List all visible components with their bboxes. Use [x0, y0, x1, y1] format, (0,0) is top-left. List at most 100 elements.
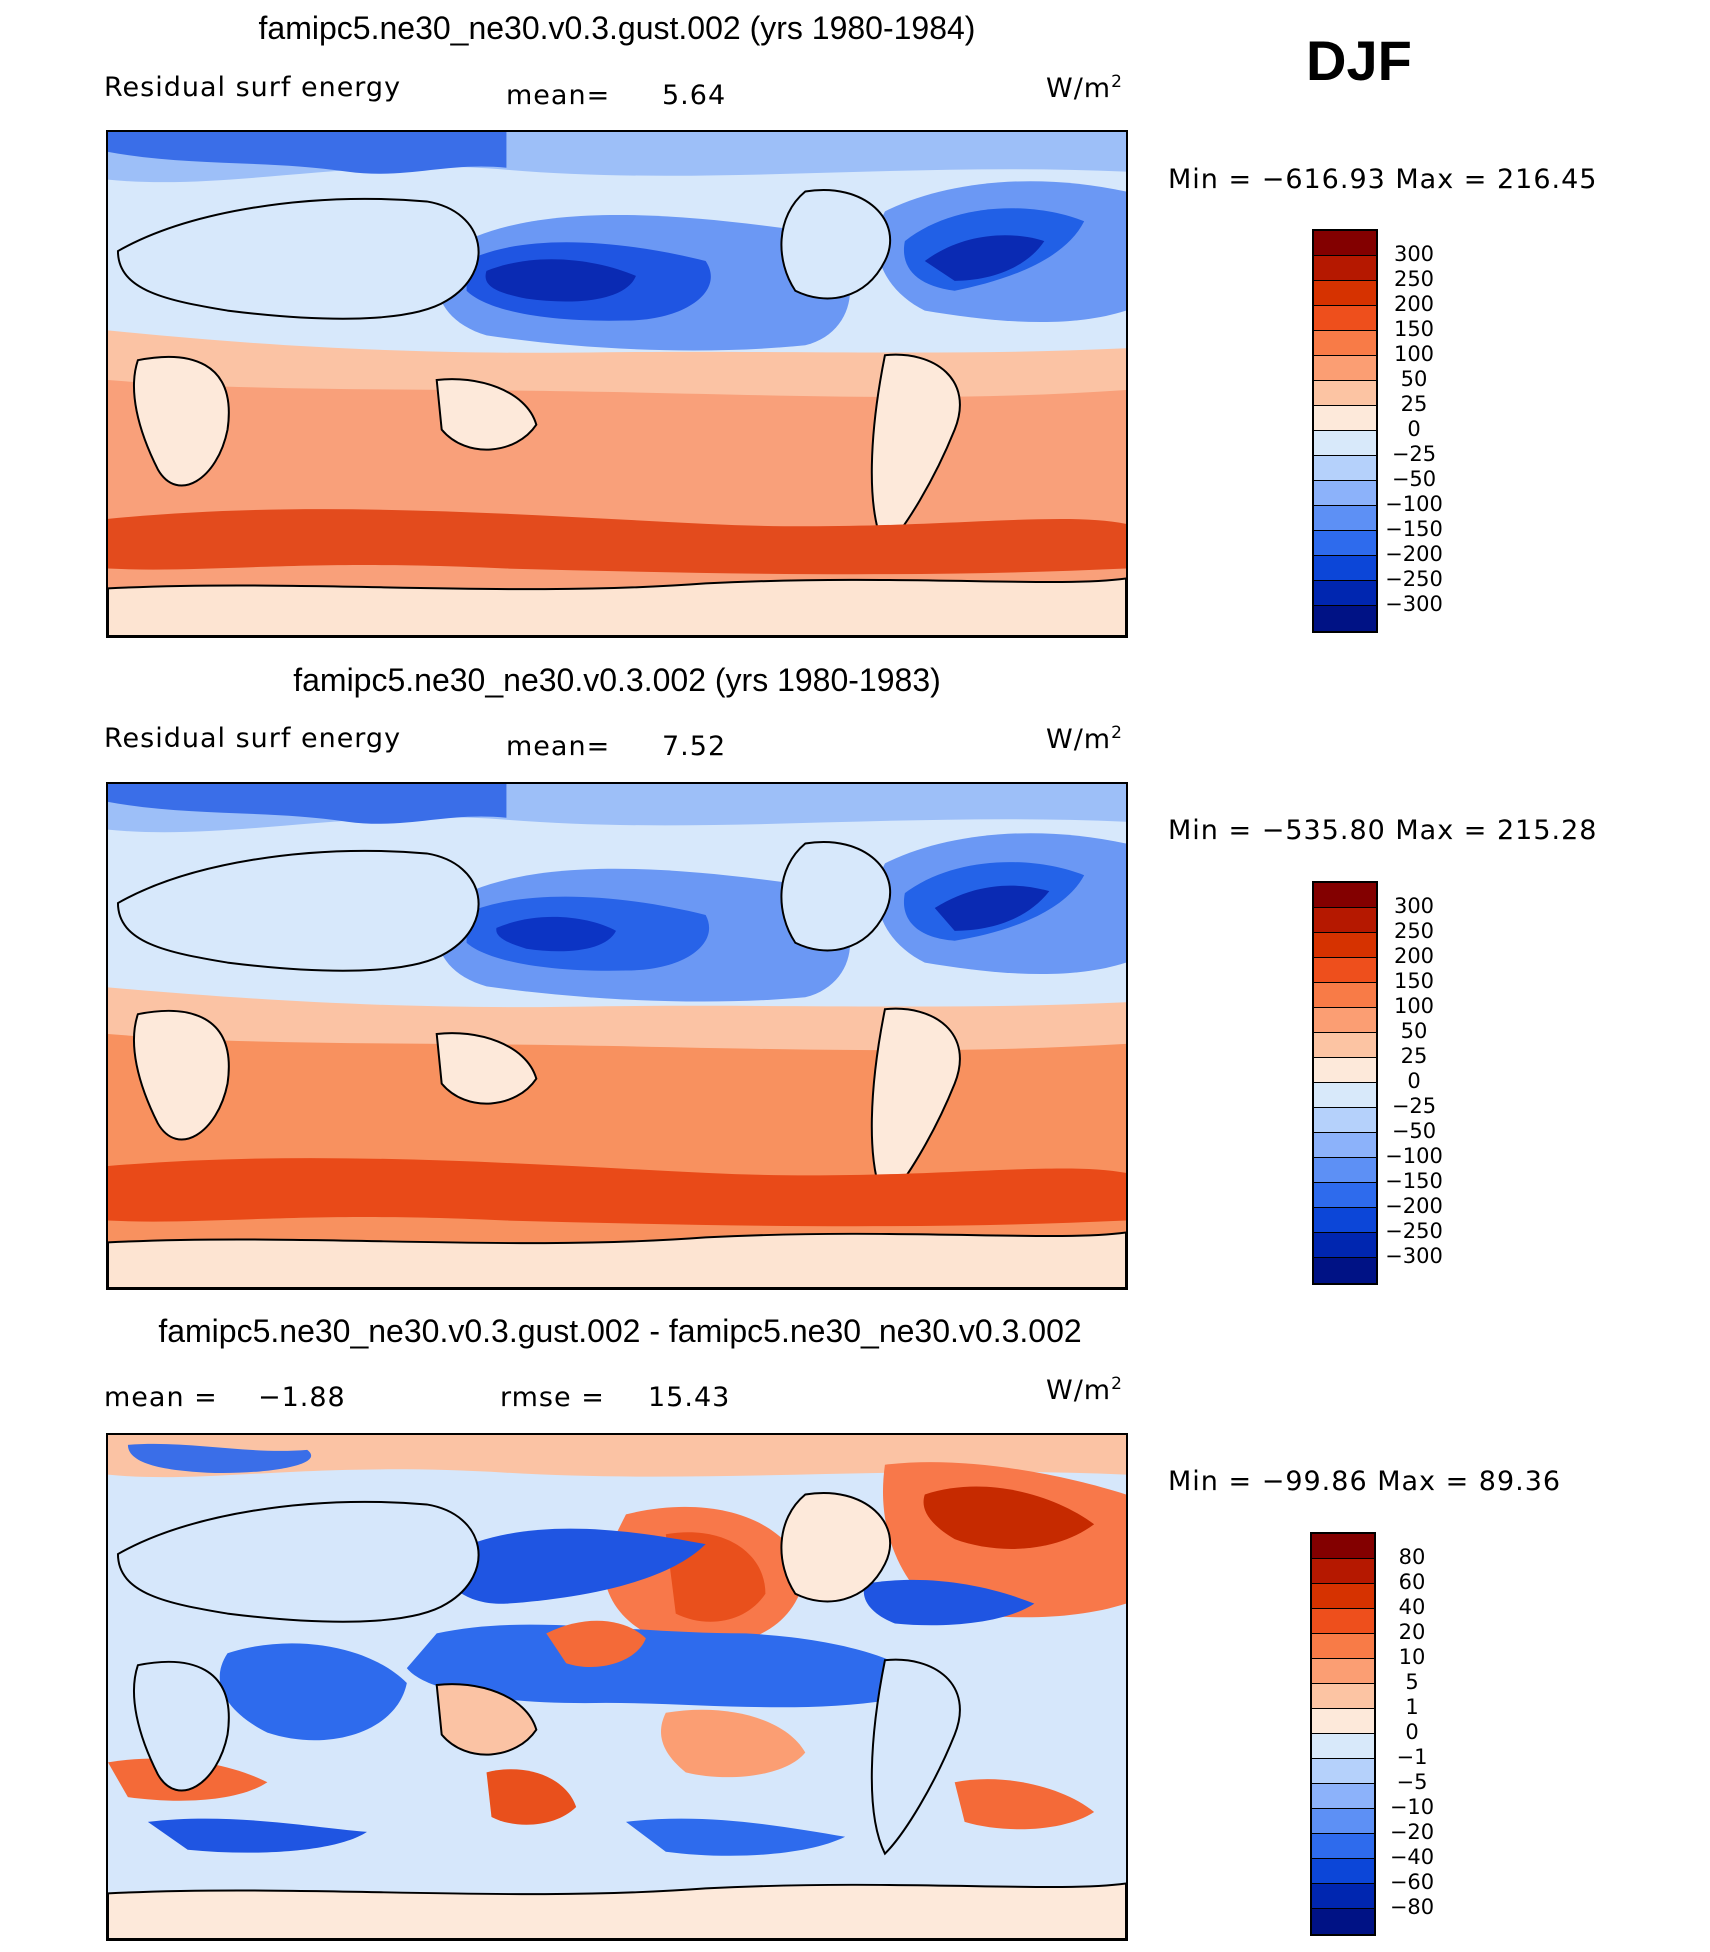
- colorbar-swatch: [1312, 1809, 1374, 1834]
- panel1-mean-label: mean=: [506, 80, 611, 111]
- colorbar-swatch: [1314, 531, 1376, 556]
- colorbar-tick-label: 20: [1398, 1620, 1426, 1644]
- colorbar-swatch: [1312, 1859, 1374, 1884]
- colorbar-swatch: [1312, 1884, 1374, 1909]
- colorbar-tick-label: −250: [1385, 567, 1443, 591]
- colorbar-swatch: [1314, 1008, 1376, 1033]
- colorbar-swatch: [1314, 1058, 1376, 1083]
- panel2-map: [106, 782, 1128, 1290]
- colorbar-tick-label: 40: [1398, 1595, 1426, 1619]
- colorbar-swatch: [1314, 958, 1376, 983]
- colorbar-tick-label: 0: [1405, 1720, 1419, 1744]
- colorbar-swatch: [1314, 306, 1376, 331]
- colorbar-tick-label: 0: [1407, 417, 1421, 441]
- colorbar-swatch: [1312, 1534, 1374, 1559]
- colorbar-tick-label: −20: [1389, 1820, 1435, 1844]
- colorbar-tick-label: 25: [1400, 392, 1428, 416]
- colorbar-swatch: [1312, 1659, 1374, 1684]
- colorbar-swatch: [1312, 1834, 1374, 1859]
- colorbar-tick-label: 250: [1393, 919, 1435, 943]
- colorbar-tick-label: 200: [1393, 944, 1435, 968]
- colorbar-swatch: [1314, 481, 1376, 506]
- colorbar-swatch: [1314, 1133, 1376, 1158]
- colorbar-tick-label: −100: [1385, 1144, 1443, 1168]
- panel3-rmse-label: rmse =: [500, 1382, 605, 1413]
- panel2-units: W/m2: [1046, 723, 1123, 755]
- colorbar-tick-label: 150: [1393, 317, 1435, 341]
- colorbar-tick-label: 250: [1393, 267, 1435, 291]
- colorbar-swatch: [1312, 1734, 1374, 1759]
- colorbar-tick-label: 60: [1398, 1570, 1426, 1594]
- panel1-map: [106, 130, 1128, 638]
- colorbar-tick-label: −50: [1391, 1119, 1437, 1143]
- colorbar-tick-label: −100: [1385, 492, 1443, 516]
- colorbar-swatch: [1314, 331, 1376, 356]
- panel3-mean-value: −1.88: [258, 1382, 346, 1413]
- panel3-mean-label: mean =: [104, 1382, 218, 1413]
- colorbar-swatch: [1314, 256, 1376, 281]
- colorbar-swatch: [1314, 606, 1376, 631]
- colorbar-tick-label: −200: [1385, 542, 1443, 566]
- colorbar-tick-label: −25: [1391, 442, 1437, 466]
- colorbar-tick-label: 1: [1405, 1695, 1419, 1719]
- colorbar-swatch: [1314, 581, 1376, 606]
- panel1-mean-value: 5.64: [662, 80, 727, 111]
- colorbar-swatch: [1314, 506, 1376, 531]
- panel3-rmse-value: 15.43: [648, 1382, 731, 1413]
- panel3-units: W/m2: [1046, 1374, 1123, 1406]
- colorbar-swatch: [1314, 381, 1376, 406]
- colorbar-tick-label: −40: [1389, 1845, 1435, 1869]
- colorbar-tick-label: −150: [1385, 1169, 1443, 1193]
- colorbar-tick-label: −5: [1396, 1770, 1428, 1794]
- colorbar-swatch: [1312, 1609, 1374, 1634]
- colorbar-swatch: [1314, 1108, 1376, 1133]
- season-label: DJF: [1306, 29, 1412, 92]
- colorbar-swatch: [1312, 1759, 1374, 1784]
- colorbar-tick-label: 100: [1393, 342, 1435, 366]
- colorbar-swatch: [1314, 1083, 1376, 1108]
- panel2-map-svg: [108, 784, 1126, 1288]
- colorbar-swatch: [1312, 1584, 1374, 1609]
- colorbar-tick-label: −50: [1391, 467, 1437, 491]
- colorbar-tick-label: 50: [1400, 367, 1428, 391]
- colorbar-tick-label: 5: [1405, 1670, 1419, 1694]
- panel2-title: famipc5.ne30_ne30.v0.3.002 (yrs 1980-198…: [293, 662, 941, 698]
- panel2-mean-value: 7.52: [662, 731, 727, 762]
- colorbar-tick-label: −1: [1396, 1745, 1428, 1769]
- panel1-variable-label: Residual surf energy: [104, 72, 402, 103]
- panel3-minmax: Min = −99.86 Max = 89.36: [1168, 1466, 1562, 1497]
- colorbar-swatch: [1312, 1909, 1374, 1934]
- colorbar-swatch: [1314, 883, 1376, 908]
- panel3-colorbar: [1310, 1532, 1376, 1936]
- panel3-title: famipc5.ne30_ne30.v0.3.gust.002 - famipc…: [158, 1313, 1082, 1349]
- colorbar-swatch: [1314, 1233, 1376, 1258]
- colorbar-swatch: [1312, 1709, 1374, 1734]
- panel3-map: [106, 1433, 1128, 1941]
- colorbar-tick-label: 300: [1393, 242, 1435, 266]
- colorbar-tick-label: −200: [1385, 1194, 1443, 1218]
- colorbar-swatch: [1314, 1158, 1376, 1183]
- panel2-variable-label: Residual surf energy: [104, 723, 402, 754]
- colorbar-swatch: [1314, 406, 1376, 431]
- colorbar-tick-label: −10: [1389, 1795, 1435, 1819]
- colorbar-tick-label: 150: [1393, 969, 1435, 993]
- colorbar-swatch: [1312, 1634, 1374, 1659]
- colorbar-tick-label: 0: [1407, 1069, 1421, 1093]
- panel2-colorbar: [1312, 881, 1378, 1285]
- colorbar-swatch: [1314, 1033, 1376, 1058]
- colorbar-tick-label: −60: [1389, 1870, 1435, 1894]
- panel1-title: famipc5.ne30_ne30.v0.3.gust.002 (yrs 198…: [258, 10, 976, 46]
- colorbar-tick-label: −25: [1391, 1094, 1437, 1118]
- colorbar-swatch: [1314, 933, 1376, 958]
- colorbar-tick-label: −300: [1385, 592, 1443, 616]
- colorbar-swatch: [1314, 983, 1376, 1008]
- colorbar-swatch: [1314, 556, 1376, 581]
- colorbar-swatch: [1314, 456, 1376, 481]
- colorbar-tick-label: 80: [1398, 1545, 1426, 1569]
- colorbar-swatch: [1314, 1258, 1376, 1283]
- panel2-minmax: Min = −535.80 Max = 215.28: [1168, 815, 1598, 846]
- colorbar-tick-label: 100: [1393, 994, 1435, 1018]
- colorbar-swatch: [1312, 1784, 1374, 1809]
- colorbar-swatch: [1314, 1183, 1376, 1208]
- colorbar-swatch: [1314, 431, 1376, 456]
